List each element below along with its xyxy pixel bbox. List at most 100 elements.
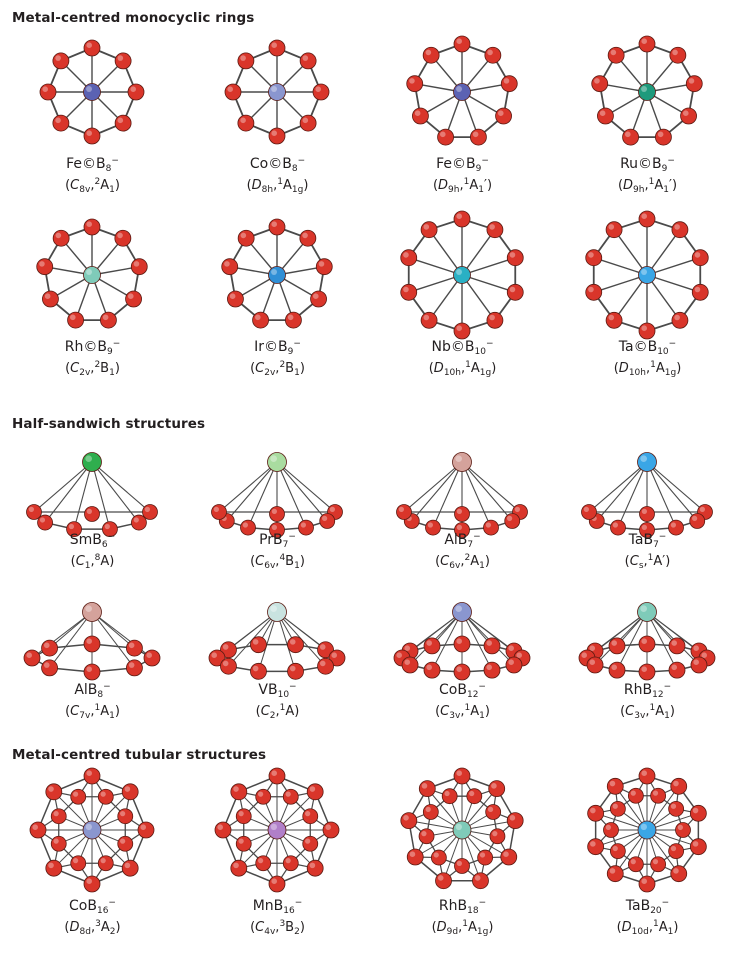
boron-atom	[114, 229, 132, 247]
molecule-symmetry: (C2,1A)	[255, 703, 300, 721]
molecule-cell: Ta©B10− (D10h,1A1g)	[555, 210, 740, 385]
metal-atom	[638, 83, 656, 101]
bond	[613, 229, 648, 276]
boron-atom	[622, 128, 639, 146]
metal-atom	[452, 452, 472, 472]
boron-atom	[587, 804, 605, 822]
boron-atom	[638, 35, 656, 53]
molecule-formula: Nb©B10−	[431, 339, 494, 357]
bond	[91, 461, 111, 530]
boron-atom	[50, 835, 67, 852]
boron-atom	[221, 258, 239, 276]
boron-atom	[689, 513, 706, 529]
boron-atom	[237, 114, 255, 132]
metal-atom	[82, 602, 102, 622]
boron-atom	[675, 822, 691, 838]
boron-atom	[435, 872, 452, 890]
molecule-formula: RhB12−	[623, 682, 672, 700]
boron-atom	[422, 804, 439, 820]
boron-atom	[117, 835, 134, 852]
bond	[646, 274, 701, 293]
bond	[257, 611, 278, 672]
boron-atom	[638, 767, 656, 785]
boron-atom	[126, 659, 143, 677]
molecule-formula: CoB12−	[439, 682, 486, 700]
bond	[432, 461, 463, 528]
boron-atom	[691, 249, 709, 267]
molecule-cell: Ir©B9− (C2v,2B1)	[185, 215, 370, 385]
molecule-symmetry: (D10d,1A1)	[616, 919, 679, 937]
boron-atom	[83, 218, 101, 236]
boron-atom	[299, 114, 317, 132]
boron-atom	[268, 218, 286, 236]
molecule-cell: SmB6− (C1,8A)	[0, 440, 185, 610]
section-title-tubular: Metal-centred tubular structures	[12, 747, 267, 763]
boron-atom	[41, 639, 58, 657]
molecule-symmetry: (C3v,1A1)	[620, 703, 675, 721]
boron-atom	[114, 52, 132, 70]
bond	[428, 229, 463, 276]
bond	[646, 461, 698, 522]
molecule-formula: Ta©B10−	[618, 339, 677, 357]
boron-atom	[418, 828, 435, 845]
boron-atom	[250, 636, 267, 654]
boron-atom	[430, 849, 447, 866]
bond	[646, 274, 681, 321]
boron-atom	[685, 75, 703, 93]
boron-atom	[495, 107, 512, 125]
boron-atom	[287, 636, 304, 654]
boron-atom	[486, 311, 504, 329]
boron-atom	[485, 804, 502, 820]
molecule-symmetry: (Cs,1A′)	[624, 553, 671, 571]
boron-atom	[102, 521, 118, 538]
bond	[276, 461, 328, 522]
molecule-symmetry: (C6v,4B1)	[250, 553, 305, 571]
metal-atom	[267, 820, 287, 840]
metal-atom	[453, 266, 471, 284]
bond	[218, 461, 278, 513]
bond	[461, 461, 513, 522]
molecule-symmetry: (C4v,3B2)	[250, 919, 305, 937]
bond	[276, 461, 336, 513]
boron-atom	[500, 75, 518, 93]
boron-atom	[252, 311, 269, 329]
molecule-cell: Co©B8− (D8h,1A1g)	[185, 32, 370, 202]
boron-atom	[669, 46, 687, 64]
boron-atom	[483, 661, 501, 679]
boron-atom	[401, 656, 419, 674]
bond	[461, 611, 493, 671]
boron-atom	[504, 513, 521, 529]
molecule-formula: MnB16−	[252, 898, 303, 916]
boron-atom	[606, 865, 624, 883]
boron-atom	[425, 519, 441, 536]
molecule-symmetry: (C2v,2B1)	[65, 360, 120, 378]
boron-atom	[131, 514, 147, 531]
molecule-cell: Ru©B9− (D9h,1A1′)	[555, 32, 740, 202]
molecule-formula: Ru©B9−	[620, 156, 675, 174]
boron-atom	[208, 649, 226, 667]
boron-atom	[605, 221, 623, 239]
boron-atom	[400, 812, 418, 830]
boron-atom	[396, 504, 412, 520]
boron-atom	[420, 311, 438, 329]
bond	[431, 611, 463, 671]
bond	[276, 611, 326, 651]
boron-atom	[668, 843, 685, 860]
boron-atom	[97, 855, 114, 872]
boron-atom	[441, 788, 458, 805]
boron-atom	[285, 311, 302, 329]
molecule-cell: CoB16− (D8d,3A2)	[0, 767, 185, 940]
boron-atom	[453, 210, 471, 228]
molecule-structure	[406, 35, 518, 146]
molecule-symmetry: (D9d,1A1g)	[431, 919, 494, 937]
boron-atom	[211, 504, 227, 520]
bond	[646, 611, 700, 652]
boron-atom	[317, 641, 334, 659]
molecule-formula: AlB8−	[74, 682, 111, 700]
bond	[411, 461, 463, 522]
boron-atom	[581, 504, 597, 520]
bond	[646, 611, 678, 671]
boron-atom	[690, 656, 708, 674]
boron-atom	[400, 283, 418, 301]
boron-atom	[591, 75, 609, 93]
